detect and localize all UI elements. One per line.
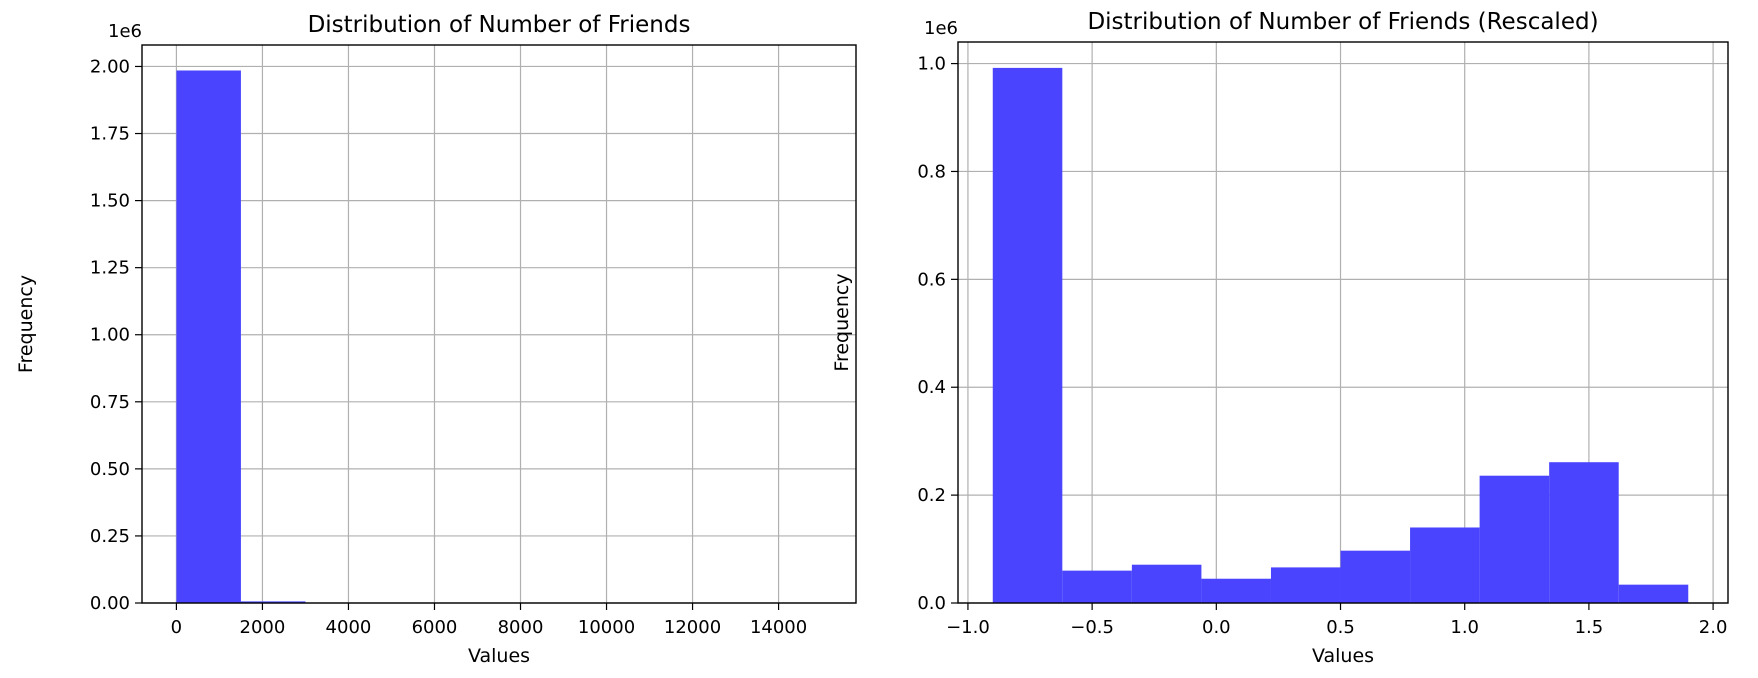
- x-tick-label: 1.5: [1575, 617, 1604, 638]
- y-axis-offset-label: 1e6: [108, 21, 142, 42]
- y-tick-label: 0.6: [917, 269, 946, 290]
- histogram-bar: [240, 601, 306, 603]
- y-tick-label: 0.0: [917, 593, 946, 614]
- y-tick-label: 0.4: [917, 377, 946, 398]
- x-tick-label: −1.0: [946, 617, 990, 638]
- x-tick-label: 12000: [664, 617, 721, 638]
- y-tick-label: 1.50: [90, 191, 130, 212]
- histogram-bar: [1131, 564, 1202, 603]
- histogram-bar: [1201, 578, 1271, 603]
- y-tick-label: 0.2: [917, 485, 946, 506]
- y-tick-label: 0.8: [917, 161, 946, 182]
- histogram-chart-friends-rescaled: −1.0 −0.5 0.0 0.5 1.0 1.5 2.0 0.0 0.2 0.4 0.6 0.8 1.…: [831, 9, 1729, 667]
- x-tick-label: 0.5: [1326, 617, 1355, 638]
- x-tick-label: 10000: [578, 617, 635, 638]
- x-tick-label: 0: [171, 617, 182, 638]
- y-tick-label: 0.75: [90, 392, 130, 413]
- histogram-chart-friends: 0 2000 4000 6000 8000 10000 12000 14000 0.00 0.25…: [15, 12, 857, 667]
- y-axis-label: Frequency: [15, 275, 37, 373]
- x-axis-label: Values: [1312, 645, 1374, 667]
- y-tick-label: 0.50: [90, 459, 130, 480]
- y-tick-label: 1.25: [90, 258, 130, 279]
- x-tick-label: 1.0: [1450, 617, 1479, 638]
- chart-bars: [992, 67, 1689, 603]
- axis-ticks: 0 2000 4000 6000 8000 10000 12000 14000 0.00 0.25…: [90, 56, 807, 638]
- x-tick-label: 8000: [498, 617, 544, 638]
- plot-frame: [957, 41, 1729, 604]
- histogram-bar: [1340, 550, 1411, 603]
- x-tick-label: 0.0: [1202, 617, 1231, 638]
- y-tick-label: 1.00: [90, 325, 130, 346]
- plot-frame: [141, 44, 857, 604]
- chart-title: Distribution of Number of Friends (Resca…: [1087, 9, 1598, 35]
- histogram-bar: [1479, 475, 1550, 603]
- x-tick-label: 14000: [750, 617, 807, 638]
- x-tick-label: 6000: [412, 617, 458, 638]
- y-tick-label: 0.25: [90, 526, 130, 547]
- y-axis-label: Frequency: [831, 273, 853, 371]
- chart-grid: [142, 45, 856, 604]
- chart-title: Distribution of Number of Friends: [308, 12, 691, 38]
- x-axis-label: Values: [468, 645, 530, 667]
- axis-ticks: −1.0 −0.5 0.0 0.5 1.0 1.5 2.0 0.0 0.2 0.4 0.6 0.8 1.…: [917, 54, 1727, 638]
- y-tick-label: 1.0: [917, 54, 946, 75]
- histogram-bar: [1410, 527, 1480, 603]
- histogram-bar: [1062, 570, 1132, 603]
- histogram-bar: [992, 67, 1063, 603]
- chart-bars: [176, 70, 564, 603]
- y-axis-offset-label: 1e6: [924, 18, 958, 39]
- histogram-bar: [176, 70, 241, 603]
- y-tick-label: 0.00: [90, 593, 130, 614]
- x-tick-label: 2.0: [1699, 617, 1728, 638]
- y-tick-label: 1.75: [90, 124, 130, 145]
- histogram-bar: [1618, 584, 1689, 603]
- x-tick-label: −0.5: [1070, 617, 1114, 638]
- y-tick-label: 2.00: [90, 56, 130, 77]
- x-tick-label: 4000: [326, 617, 372, 638]
- x-tick-label: 2000: [240, 617, 286, 638]
- histogram-bar: [1270, 567, 1341, 603]
- histogram-bar: [1549, 462, 1619, 603]
